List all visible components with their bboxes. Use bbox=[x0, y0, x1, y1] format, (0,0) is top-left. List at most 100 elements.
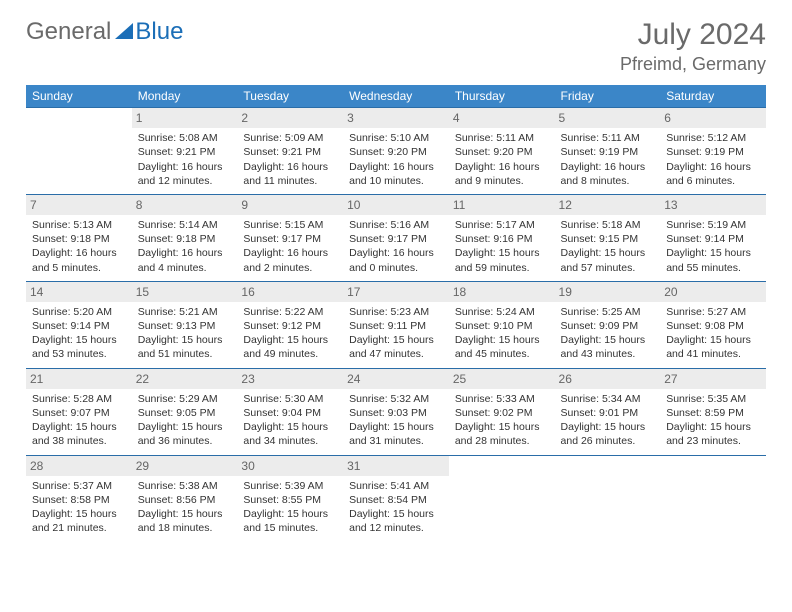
brand-logo: General Blue bbox=[26, 18, 183, 46]
day-number: 29 bbox=[132, 456, 238, 476]
day-details: Sunrise: 5:35 AMSunset: 8:59 PMDaylight:… bbox=[666, 392, 760, 449]
day-number: 27 bbox=[660, 369, 766, 389]
day-number: 10 bbox=[343, 195, 449, 215]
day-number: 17 bbox=[343, 282, 449, 302]
dow-header: Thursday bbox=[449, 85, 555, 108]
calendar-week: 21Sunrise: 5:28 AMSunset: 9:07 PMDayligh… bbox=[26, 368, 766, 455]
day-number: 2 bbox=[237, 108, 343, 128]
day-number: 28 bbox=[26, 456, 132, 476]
calendar-day: 17 Sunrise: 5:23 AMSunset: 9:11 PMDayligh… bbox=[343, 281, 449, 368]
day-number: 9 bbox=[237, 195, 343, 215]
calendar-day: 4Sunrise: 5:11 AMSunset: 9:20 PMDaylight… bbox=[449, 108, 555, 195]
day-number: 14 bbox=[26, 282, 132, 302]
calendar-day: 29 Sunrise: 5:38 AMSunset: 8:56 PMDayligh… bbox=[132, 455, 238, 541]
calendar-day: 13 Sunrise: 5:19 AMSunset: 9:14 PMDayligh… bbox=[660, 194, 766, 281]
day-details: Sunrise: 5:17 AMSunset: 9:16 PMDaylight:… bbox=[455, 218, 549, 275]
day-details: Sunrise: 5:10 AMSunset: 9:20 PMDaylight:… bbox=[349, 131, 443, 188]
day-details: Sunrise: 5:08 AMSunset: 9:21 PMDaylight:… bbox=[138, 131, 232, 188]
calendar-day: 18Sunrise: 5:24 AMSunset: 9:10 PMDayligh… bbox=[449, 281, 555, 368]
brand-text-2: Blue bbox=[135, 18, 183, 46]
day-number: 16 bbox=[237, 282, 343, 302]
calendar-day: 16 Sunrise: 5:22 AMSunset: 9:12 PMDayligh… bbox=[237, 281, 343, 368]
day-number: 3 bbox=[343, 108, 449, 128]
day-details: Sunrise: 5:11 AMSunset: 9:20 PMDaylight:… bbox=[455, 131, 549, 188]
calendar-day: 15 Sunrise: 5:21 AMSunset: 9:13 PMDayligh… bbox=[132, 281, 238, 368]
day-details: Sunrise: 5:19 AMSunset: 9:14 PMDaylight:… bbox=[666, 218, 760, 275]
calendar-day bbox=[26, 108, 132, 195]
calendar-week: 28 Sunrise: 5:37 AMSunset: 8:58 PMDayligh… bbox=[26, 455, 766, 541]
day-number: 1 bbox=[132, 108, 238, 128]
calendar-day: 9Sunrise: 5:15 AMSunset: 9:17 PMDaylight… bbox=[237, 194, 343, 281]
title-month: July 2024 bbox=[620, 18, 766, 52]
day-details: Sunrise: 5:28 AMSunset: 9:07 PMDaylight:… bbox=[32, 392, 126, 449]
day-details: Sunrise: 5:38 AMSunset: 8:56 PMDaylight:… bbox=[138, 479, 232, 536]
day-number: 23 bbox=[237, 369, 343, 389]
calendar-week: 7 Sunrise: 5:13 AMSunset: 9:18 PMDaylight… bbox=[26, 194, 766, 281]
dow-header: Sunday bbox=[26, 85, 132, 108]
calendar-day: 10 Sunrise: 5:16 AMSunset: 9:17 PMDayligh… bbox=[343, 194, 449, 281]
day-number: 12 bbox=[555, 195, 661, 215]
header-bar: General Blue July 2024 Pfreimd, Germany bbox=[26, 18, 766, 75]
calendar-day: 22Sunrise: 5:29 AMSunset: 9:05 PMDayligh… bbox=[132, 368, 238, 455]
day-number: 26 bbox=[555, 369, 661, 389]
day-details: Sunrise: 5:14 AMSunset: 9:18 PMDaylight:… bbox=[138, 218, 232, 275]
day-number: 7 bbox=[26, 195, 132, 215]
day-details: Sunrise: 5:20 AMSunset: 9:14 PMDaylight:… bbox=[32, 305, 126, 362]
calendar-day bbox=[449, 455, 555, 541]
day-number: 31 bbox=[343, 456, 449, 476]
brand-triangle-icon bbox=[115, 18, 133, 46]
day-details: Sunrise: 5:41 AMSunset: 8:54 PMDaylight:… bbox=[349, 479, 443, 536]
day-number: 15 bbox=[132, 282, 238, 302]
day-details: Sunrise: 5:22 AMSunset: 9:12 PMDaylight:… bbox=[243, 305, 337, 362]
day-number: 11 bbox=[449, 195, 555, 215]
day-details: Sunrise: 5:18 AMSunset: 9:15 PMDaylight:… bbox=[561, 218, 655, 275]
day-number: 6 bbox=[660, 108, 766, 128]
dow-header: Wednesday bbox=[343, 85, 449, 108]
day-details: Sunrise: 5:39 AMSunset: 8:55 PMDaylight:… bbox=[243, 479, 337, 536]
calendar-day: 26 Sunrise: 5:34 AMSunset: 9:01 PMDayligh… bbox=[555, 368, 661, 455]
day-details: Sunrise: 5:16 AMSunset: 9:17 PMDaylight:… bbox=[349, 218, 443, 275]
calendar-day bbox=[555, 455, 661, 541]
calendar-day: 3 Sunrise: 5:10 AMSunset: 9:20 PMDaylight… bbox=[343, 108, 449, 195]
day-number: 18 bbox=[449, 282, 555, 302]
calendar-day: 14 Sunrise: 5:20 AMSunset: 9:14 PMDayligh… bbox=[26, 281, 132, 368]
day-details: Sunrise: 5:27 AMSunset: 9:08 PMDaylight:… bbox=[666, 305, 760, 362]
day-details: Sunrise: 5:33 AMSunset: 9:02 PMDaylight:… bbox=[455, 392, 549, 449]
day-details: Sunrise: 5:32 AMSunset: 9:03 PMDaylight:… bbox=[349, 392, 443, 449]
calendar-day: 31 Sunrise: 5:41 AMSunset: 8:54 PMDayligh… bbox=[343, 455, 449, 541]
day-number: 20 bbox=[660, 282, 766, 302]
day-details: Sunrise: 5:34 AMSunset: 9:01 PMDaylight:… bbox=[561, 392, 655, 449]
dow-header: Saturday bbox=[660, 85, 766, 108]
day-details: Sunrise: 5:23 AMSunset: 9:11 PMDaylight:… bbox=[349, 305, 443, 362]
title-location: Pfreimd, Germany bbox=[620, 54, 766, 75]
calendar-day: 20 Sunrise: 5:27 AMSunset: 9:08 PMDayligh… bbox=[660, 281, 766, 368]
day-details: Sunrise: 5:21 AMSunset: 9:13 PMDaylight:… bbox=[138, 305, 232, 362]
calendar-day: 11 Sunrise: 5:17 AMSunset: 9:16 PMDayligh… bbox=[449, 194, 555, 281]
calendar-day: 21Sunrise: 5:28 AMSunset: 9:07 PMDayligh… bbox=[26, 368, 132, 455]
calendar-day: 25Sunrise: 5:33 AMSunset: 9:02 PMDayligh… bbox=[449, 368, 555, 455]
dow-header: Friday bbox=[555, 85, 661, 108]
day-details: Sunrise: 5:09 AMSunset: 9:21 PMDaylight:… bbox=[243, 131, 337, 188]
dow-header: Monday bbox=[132, 85, 238, 108]
day-number: 30 bbox=[237, 456, 343, 476]
calendar-day: 19Sunrise: 5:25 AMSunset: 9:09 PMDayligh… bbox=[555, 281, 661, 368]
day-details: Sunrise: 5:13 AMSunset: 9:18 PMDaylight:… bbox=[32, 218, 126, 275]
calendar-week: 1 Sunrise: 5:08 AMSunset: 9:21 PMDaylight… bbox=[26, 108, 766, 195]
day-number: 24 bbox=[343, 369, 449, 389]
day-details: Sunrise: 5:37 AMSunset: 8:58 PMDaylight:… bbox=[32, 479, 126, 536]
dow-header: Tuesday bbox=[237, 85, 343, 108]
day-number: 13 bbox=[660, 195, 766, 215]
calendar-day: 8 Sunrise: 5:14 AMSunset: 9:18 PMDaylight… bbox=[132, 194, 238, 281]
day-of-week-row: SundayMondayTuesdayWednesdayThursdayFrid… bbox=[26, 85, 766, 108]
calendar-day: 24 Sunrise: 5:32 AMSunset: 9:03 PMDayligh… bbox=[343, 368, 449, 455]
calendar-day: 1 Sunrise: 5:08 AMSunset: 9:21 PMDaylight… bbox=[132, 108, 238, 195]
brand-text-1: General bbox=[26, 18, 111, 46]
calendar-day: 23Sunrise: 5:30 AMSunset: 9:04 PMDayligh… bbox=[237, 368, 343, 455]
day-details: Sunrise: 5:25 AMSunset: 9:09 PMDaylight:… bbox=[561, 305, 655, 362]
calendar-day: 5Sunrise: 5:11 AMSunset: 9:19 PMDaylight… bbox=[555, 108, 661, 195]
calendar-day: 7 Sunrise: 5:13 AMSunset: 9:18 PMDaylight… bbox=[26, 194, 132, 281]
day-number: 8 bbox=[132, 195, 238, 215]
day-details: Sunrise: 5:29 AMSunset: 9:05 PMDaylight:… bbox=[138, 392, 232, 449]
calendar-day: 28 Sunrise: 5:37 AMSunset: 8:58 PMDayligh… bbox=[26, 455, 132, 541]
day-number: 5 bbox=[555, 108, 661, 128]
